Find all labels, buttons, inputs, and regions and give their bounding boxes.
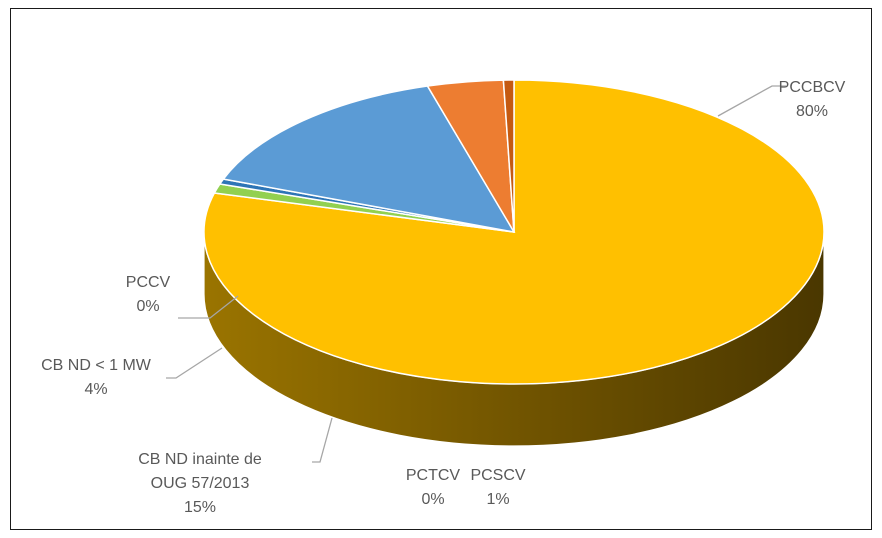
data-label-line: PCTCV [406, 467, 461, 484]
data-label-5: PCCV 0% [126, 274, 171, 315]
chart-frame [10, 8, 872, 530]
data-label-3: CB ND inainte de OUG 57/2013 15% [138, 451, 262, 516]
data-label-line: 0% [421, 491, 444, 508]
pie-slice-3 [222, 85, 516, 234]
data-label-0: PCCBCV 80% [779, 79, 846, 120]
leader-line-0 [717, 85, 786, 117]
data-label-line: OUG 57/2013 [151, 475, 250, 492]
data-labels: PCCBCV 80% PCSCV 1% PCTCV 0% CB ND inainte de O… [41, 79, 846, 516]
data-label-line: 4% [84, 381, 107, 398]
data-label-line: PCCV [126, 274, 171, 291]
data-label-line: PCSCV [470, 467, 525, 484]
data-label-4: CB ND < 1 MW 4% [41, 357, 152, 398]
data-label-line: CB ND inainte de [138, 451, 262, 468]
data-label-line: 80% [796, 103, 828, 120]
data-label-2: PCTCV 0% [406, 467, 461, 508]
leader-line-4 [166, 347, 223, 379]
pie-slice-5 [502, 79, 515, 233]
data-label-line: 15% [184, 499, 216, 516]
leader-line-3 [312, 417, 333, 463]
leader-line-5 [178, 295, 239, 319]
data-label-line: 1% [486, 491, 509, 508]
pie-tops [203, 79, 825, 385]
data-label-line: PCCBCV [779, 79, 846, 96]
data-label-line: CB ND < 1 MW [41, 357, 152, 374]
data-label-line: 0% [136, 298, 159, 315]
data-label-1: PCSCV 1% [470, 467, 525, 508]
